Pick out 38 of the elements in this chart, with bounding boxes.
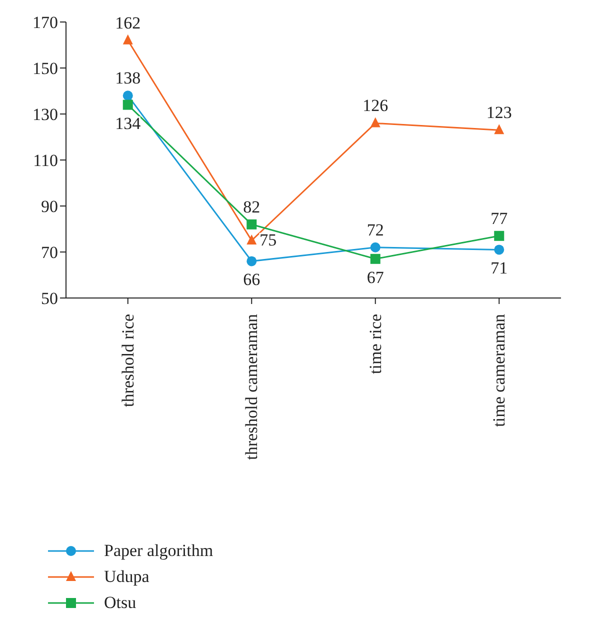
y-tick-label: 170 — [32, 13, 58, 32]
data-label: 134 — [115, 114, 142, 133]
data-label: 162 — [115, 13, 141, 32]
point — [370, 117, 380, 128]
data-label: 71 — [490, 258, 508, 278]
data-label: 75 — [260, 230, 277, 250]
point — [122, 100, 133, 110]
point — [370, 254, 380, 264]
legend-label: Otsu — [104, 593, 136, 613]
legend-label: Paper algorithm — [104, 541, 214, 561]
point — [246, 256, 257, 266]
x-tick-label: threshold cameraman — [242, 314, 262, 460]
y-tick-label: 70 — [41, 243, 58, 262]
legend-label: Udupa — [104, 567, 150, 587]
data-label: 123 — [486, 103, 512, 122]
x-tick-label: threshold rice — [118, 314, 138, 407]
data-label: 82 — [243, 197, 260, 216]
y-tick-label: 90 — [41, 197, 58, 216]
data-label: 126 — [362, 96, 388, 116]
y-tick-label: 130 — [32, 105, 58, 124]
point — [122, 34, 133, 44]
data-label: 66 — [243, 270, 260, 290]
point — [370, 242, 380, 252]
x-tick-label: time cameraman — [490, 314, 509, 427]
y-tick-label: 50 — [41, 289, 58, 308]
data-label: 72 — [366, 220, 384, 240]
point — [246, 234, 257, 244]
x-tick-label: time rice — [366, 314, 385, 374]
data-label: 138 — [115, 68, 141, 88]
point — [122, 90, 133, 101]
point — [246, 219, 257, 230]
y-tick-label: 150 — [32, 59, 58, 78]
y-tick-label: 110 — [33, 151, 58, 170]
point — [494, 124, 504, 134]
point — [494, 244, 504, 255]
point — [494, 230, 504, 241]
data-label: 67 — [366, 268, 384, 287]
data-label: 77 — [490, 208, 508, 228]
